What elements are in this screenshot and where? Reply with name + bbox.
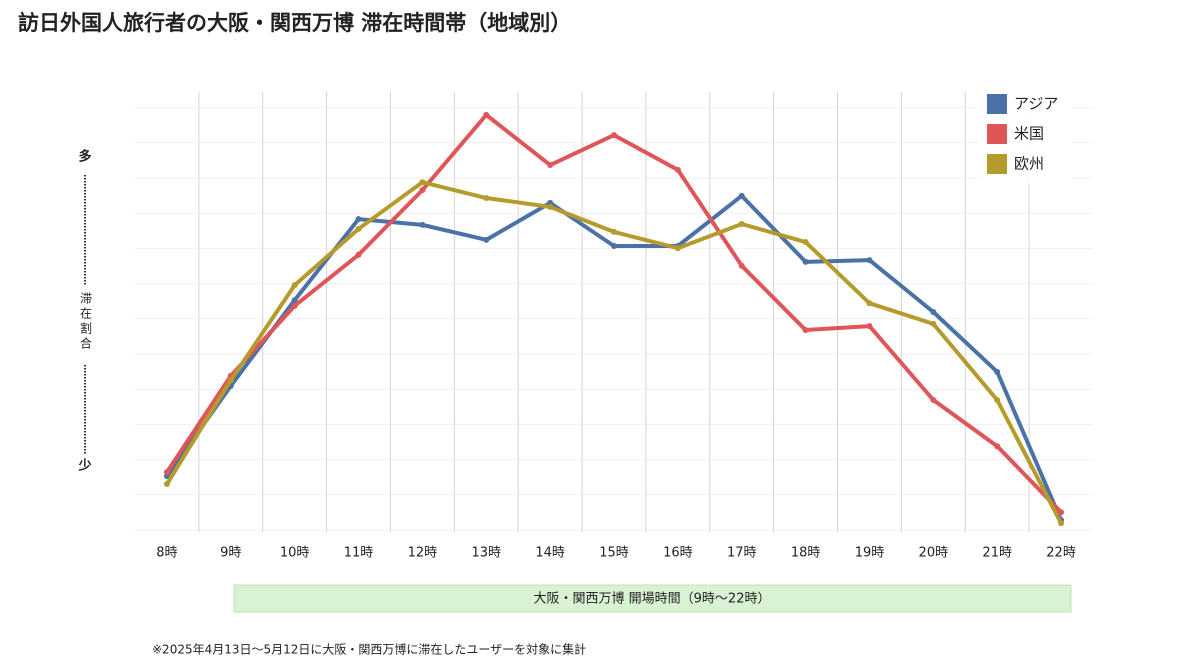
point [291,282,298,289]
x-tick-label: 9時 [220,546,241,561]
point [866,323,873,330]
point [802,239,809,246]
x-tick-label: 12時 [408,546,438,561]
point [930,309,937,315]
legend-swatch [987,154,1007,174]
x-tick-label: 8時 [156,546,177,561]
x-tick-label: 15時 [599,546,629,561]
point [547,162,554,169]
point [227,377,234,384]
point [738,192,745,199]
point [163,469,170,476]
point [419,221,426,228]
point [674,166,681,173]
legend-label: アジア [1014,95,1058,113]
x-tick-label: 20時 [919,546,949,561]
point [291,302,298,309]
legend-swatch [987,94,1007,114]
y-high-label: 多 [78,149,91,165]
point [802,327,809,334]
point [355,251,362,258]
x-tick-label: 13時 [471,546,501,561]
point [994,443,1001,450]
point [163,481,170,488]
point [483,111,490,118]
point [994,397,1001,403]
x-tick-label: 16時 [663,546,693,561]
point [419,179,426,186]
x-tick-label: 10時 [280,546,310,561]
point [1058,509,1065,516]
point [930,320,937,327]
x-tick-label: 17時 [727,546,757,561]
chart-title: 訪日外国人旅行者の大阪・関西万博 滞在時間帯（地域別） [18,11,571,35]
x-tick-label: 11時 [344,546,374,561]
point [483,236,490,243]
point [930,397,937,403]
point [291,297,298,304]
band [233,584,1072,613]
point [611,228,617,235]
point [611,132,617,139]
point [1058,520,1065,527]
legend-label: 米国 [1014,125,1044,143]
x-tick-label: 18時 [791,546,821,561]
point [738,221,745,227]
point [866,300,873,307]
point [674,245,681,252]
point [994,368,1001,375]
point [483,195,490,202]
point [355,225,362,232]
x-tick-label: 19時 [855,546,885,561]
band-label: 大阪・関西万博 開場時間（9時～22時） [534,592,771,607]
x-tick-label: 21時 [982,546,1012,561]
legend-label: 欧州 [1014,155,1044,173]
y-low-label: 少 [77,458,91,474]
point [738,262,745,269]
point [611,243,617,249]
point [802,258,809,265]
point [355,216,362,223]
series-line [165,112,1063,514]
footnote: ※2025年4月13日～5月12日に大阪・関西万博に滞在したユーザーを対象に集計 [152,642,586,657]
legend-swatch [987,124,1007,144]
y-axis-label: 滞在割合 [79,292,93,352]
x-tick-label: 22時 [1046,546,1076,561]
x-tick-label: 14時 [535,546,565,561]
point [866,257,873,264]
point [547,203,554,210]
point [419,187,426,194]
